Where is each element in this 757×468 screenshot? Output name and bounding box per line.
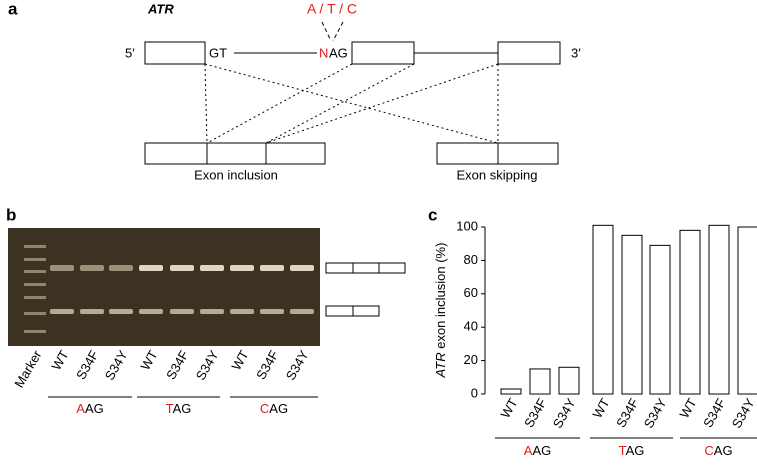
x-tick-label: WT bbox=[676, 396, 699, 421]
bar bbox=[500, 388, 522, 395]
gene-structure bbox=[144, 41, 561, 165]
product-band bbox=[170, 265, 194, 271]
bar bbox=[529, 368, 551, 395]
lane-label: S34F bbox=[163, 348, 192, 382]
inclusion-label: Exon inclusion bbox=[194, 167, 278, 182]
y-tick-label: 20 bbox=[464, 352, 478, 367]
product-diagrams bbox=[325, 262, 406, 317]
y-axis-title: ATR exon inclusion (%) bbox=[433, 243, 448, 379]
y-tick-label: 0 bbox=[471, 385, 478, 400]
donor-site: GT bbox=[209, 45, 227, 60]
y-tick-label: 60 bbox=[464, 285, 478, 300]
x-tick-label: S34Y bbox=[641, 395, 670, 430]
marker-band bbox=[24, 296, 46, 299]
product-band bbox=[290, 265, 314, 271]
bar bbox=[679, 229, 701, 395]
product-band bbox=[50, 309, 74, 314]
panel-label: c bbox=[428, 205, 437, 224]
marker-band bbox=[24, 245, 46, 248]
group-highlight: C bbox=[260, 401, 269, 416]
marker-band bbox=[24, 258, 46, 261]
x-tick-label: S34F bbox=[613, 396, 642, 430]
group-rest: AG bbox=[173, 401, 192, 416]
acceptor-site: AG bbox=[329, 45, 348, 60]
group-label: AAG bbox=[524, 443, 551, 458]
group-label: AAG bbox=[76, 401, 103, 416]
group-highlight: A bbox=[524, 443, 533, 458]
lane-label: WT bbox=[48, 348, 71, 373]
group-highlight: C bbox=[704, 443, 713, 458]
x-tick-label: WT bbox=[497, 396, 520, 421]
group-rest: AG bbox=[714, 443, 733, 458]
lane-label: S34F bbox=[253, 348, 282, 382]
three-prime: 3′ bbox=[571, 45, 581, 60]
lane-label: S34Y bbox=[102, 347, 131, 382]
x-tick-label: WT bbox=[589, 396, 612, 421]
product-band bbox=[50, 265, 74, 271]
group-label: TAG bbox=[166, 401, 192, 416]
product-band bbox=[109, 309, 133, 314]
product-band bbox=[260, 265, 284, 271]
marker-band bbox=[24, 330, 46, 333]
product-band bbox=[290, 309, 314, 314]
x-tick-label: S34F bbox=[700, 396, 729, 430]
panel-label: a bbox=[8, 0, 18, 18]
gene-name: ATR bbox=[147, 1, 174, 16]
lane-label: Marker bbox=[11, 347, 45, 390]
product-band bbox=[200, 309, 224, 314]
product-band bbox=[80, 309, 104, 314]
group-label: TAG bbox=[619, 443, 645, 458]
group-label: CAG bbox=[704, 443, 732, 458]
x-tick-label: S34F bbox=[521, 396, 550, 430]
bar bbox=[592, 224, 614, 395]
marker-band bbox=[24, 312, 46, 315]
y-tick-label: 80 bbox=[464, 252, 478, 267]
bar bbox=[649, 244, 671, 395]
y-axis-gene: ATR bbox=[433, 352, 448, 378]
product-band bbox=[170, 309, 194, 314]
bar bbox=[621, 234, 643, 395]
gel-bands bbox=[24, 245, 314, 333]
product-band bbox=[230, 309, 254, 314]
marker-band bbox=[24, 283, 46, 286]
group-rest: AG bbox=[626, 443, 645, 458]
lane-label: S34Y bbox=[193, 347, 222, 382]
variant-n: N bbox=[319, 45, 328, 60]
product-band bbox=[139, 309, 163, 314]
gel-image bbox=[8, 228, 320, 346]
bar bbox=[737, 226, 757, 395]
product-band bbox=[260, 309, 284, 314]
group-highlight: A bbox=[76, 401, 85, 416]
group-rest: AG bbox=[532, 443, 551, 458]
group-rest: AG bbox=[269, 401, 288, 416]
marker-band bbox=[24, 270, 46, 273]
product-band bbox=[200, 265, 224, 271]
variant-pointer bbox=[321, 21, 344, 42]
bar bbox=[558, 366, 580, 395]
group-highlight: T bbox=[619, 443, 627, 458]
group-highlight: T bbox=[166, 401, 174, 416]
product-band bbox=[230, 265, 254, 271]
lane-label: S34Y bbox=[283, 347, 312, 382]
lane-label: S34F bbox=[73, 348, 102, 382]
product-band bbox=[80, 265, 104, 271]
skipping-label: Exon skipping bbox=[457, 167, 538, 182]
variant-text: A / T / C bbox=[307, 1, 357, 17]
lane-label: WT bbox=[137, 348, 160, 373]
group-label: CAG bbox=[260, 401, 288, 416]
bar bbox=[708, 224, 730, 395]
panel-label: b bbox=[6, 205, 16, 224]
product-band bbox=[139, 265, 163, 271]
five-prime: 5′ bbox=[125, 45, 135, 60]
y-tick-label: 100 bbox=[456, 218, 478, 233]
x-tick-label: S34Y bbox=[729, 395, 757, 430]
y-axis-text: exon inclusion (%) bbox=[433, 243, 448, 353]
lane-label: WT bbox=[228, 348, 251, 373]
x-tick-label: S34Y bbox=[550, 395, 579, 430]
splice-paths bbox=[204, 63, 499, 144]
product-band bbox=[109, 265, 133, 271]
group-rest: AG bbox=[85, 401, 104, 416]
y-tick-label: 40 bbox=[464, 319, 478, 334]
